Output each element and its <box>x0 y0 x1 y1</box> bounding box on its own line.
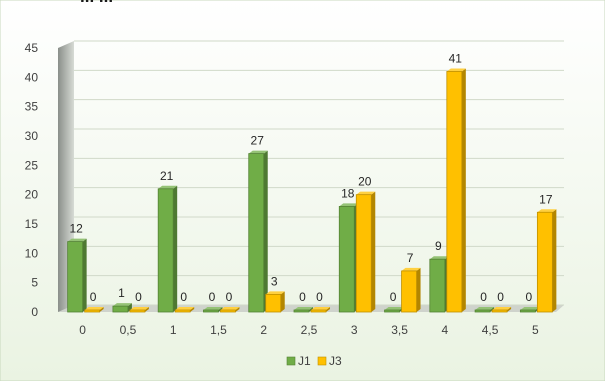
data-label: 27 <box>251 134 265 148</box>
data-label: 1 <box>118 286 125 300</box>
data-label: 0 <box>299 290 306 304</box>
data-label: 0 <box>390 290 397 304</box>
legend-swatch <box>286 356 296 366</box>
data-label: 9 <box>435 239 442 253</box>
data-label: 0 <box>90 290 97 304</box>
bar-j3-8 <box>446 68 466 313</box>
bar-j1-0 <box>67 238 87 313</box>
legend-label: J3 <box>329 354 342 368</box>
x-tick-label: 4,5 <box>482 323 499 337</box>
bar-j3-7 <box>401 267 421 313</box>
legend-swatch <box>317 356 327 366</box>
bar-j1-8 <box>429 256 449 313</box>
data-label: 0 <box>526 290 533 304</box>
bar-j1-4 <box>248 150 268 313</box>
data-label: 41 <box>449 51 463 65</box>
data-label: 17 <box>539 192 553 206</box>
data-label: 12 <box>69 222 83 236</box>
bar-j3-3 <box>220 307 240 313</box>
bar-j1-1 <box>112 303 132 313</box>
y-tick-label: 25 <box>25 158 39 172</box>
y-tick-label: 20 <box>25 188 39 202</box>
x-tick-label: 0 <box>79 323 86 337</box>
y-tick-label: 30 <box>25 129 39 143</box>
data-label: 21 <box>160 169 174 183</box>
data-label: 0 <box>180 290 187 304</box>
y-tick-label: 0 <box>31 305 38 319</box>
y-tick-label: 10 <box>25 246 39 260</box>
x-tick-label: 3 <box>351 323 358 337</box>
bar-j1-6 <box>338 203 359 313</box>
bar-j3-1 <box>129 307 149 313</box>
x-tick-label: 1,5 <box>210 323 227 337</box>
data-label: 7 <box>407 251 414 265</box>
y-tick-label: 40 <box>25 70 39 84</box>
x-tick-label: 5 <box>532 323 539 337</box>
x-tick-label: 0,5 <box>120 323 137 337</box>
data-label: 18 <box>341 186 355 200</box>
y-tick-label: 15 <box>25 217 39 231</box>
legend: J1 J3 <box>286 354 342 368</box>
bar-j1-5 <box>293 307 313 313</box>
bar-j3-5 <box>310 307 330 313</box>
y-tick-label: 35 <box>25 100 39 114</box>
data-label: 0 <box>480 290 487 304</box>
chart-title: ... ... <box>80 0 113 6</box>
bar-j1-9 <box>474 307 495 313</box>
x-tick-label: 2 <box>260 323 267 337</box>
data-label: 0 <box>135 290 142 304</box>
data-label: 0 <box>497 290 504 304</box>
bar-j3-6 <box>355 191 376 313</box>
x-tick-label: 1 <box>170 323 177 337</box>
data-label: 3 <box>271 274 278 288</box>
data-label: 0 <box>209 290 216 304</box>
x-tick-label: 3,5 <box>391 323 408 337</box>
data-label: 0 <box>316 290 323 304</box>
legend-label: J1 <box>298 354 311 368</box>
bar-j3-4 <box>265 291 285 313</box>
y-tick-label: 45 <box>25 41 39 55</box>
x-tick-label: 2,5 <box>301 323 318 337</box>
data-label: 0 <box>226 290 233 304</box>
bar-j1-2 <box>157 185 178 313</box>
bar-j3-9 <box>491 307 512 313</box>
bar-j3-2 <box>174 307 195 313</box>
bar-j1-3 <box>203 307 223 313</box>
bar-j3-10 <box>536 209 557 313</box>
y-tick-label: 5 <box>31 276 38 290</box>
data-label: 20 <box>358 175 372 189</box>
bar-j3-0 <box>84 307 104 313</box>
x-tick-label: 4 <box>441 323 448 337</box>
